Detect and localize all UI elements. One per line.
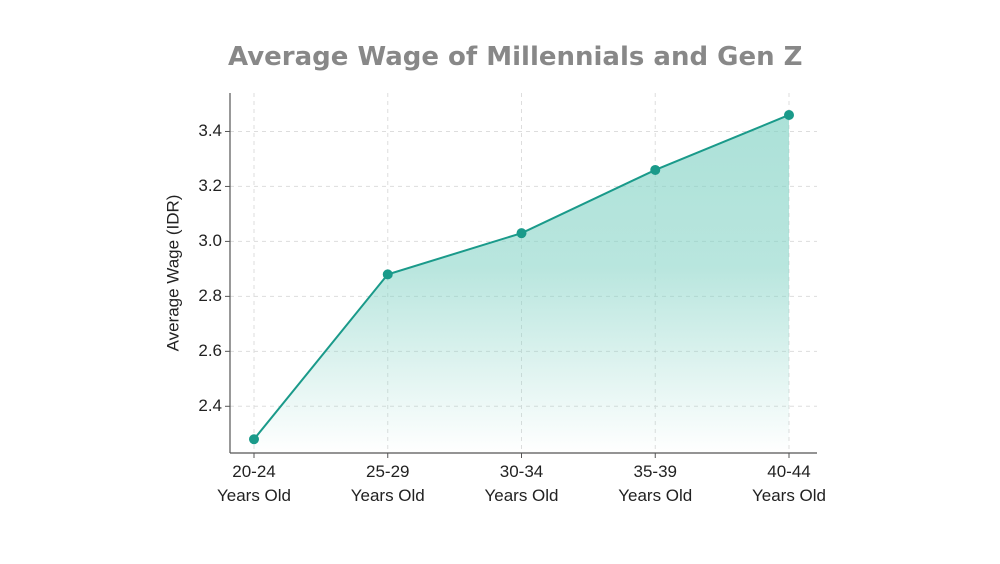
x-tick-label-sub: Years Old — [351, 486, 425, 505]
data-point — [784, 109, 794, 120]
y-tick-label: 2.6 — [198, 341, 222, 360]
area-layer — [254, 114, 789, 453]
x-tick-label: 35-39 — [634, 462, 677, 481]
y-tick-label: 3.4 — [198, 121, 222, 140]
y-tick-label: 2.4 — [198, 396, 222, 415]
chart-title: Average Wage of Millennials and Gen Z — [228, 42, 803, 72]
axes — [225, 93, 817, 458]
x-tick-label-sub: Years Old — [484, 486, 558, 505]
y-tick-label: 3.0 — [198, 231, 222, 250]
data-point — [650, 164, 661, 175]
x-tick-label: 40-44 — [767, 462, 810, 481]
data-point — [516, 228, 527, 239]
data-point — [249, 434, 259, 445]
x-tick-label-sub: Years Old — [752, 486, 826, 505]
x-tick-label: 30-34 — [500, 462, 543, 481]
y-tick-label: 3.2 — [198, 176, 222, 195]
y-axis-label: Average Wage (IDR) — [163, 195, 182, 352]
x-tick-label: 25-29 — [366, 462, 409, 481]
x-tick-label: 20-24 — [232, 462, 275, 481]
data-point — [382, 269, 393, 280]
x-tick-labels: 20-24 Years Old 25-29 Years Old 30-34 Years O… — [217, 462, 826, 505]
y-tick-label: 2.8 — [198, 286, 222, 305]
y-tick-labels: 2.4 2.6 2.8 3.0 3.2 3.4 — [198, 121, 222, 415]
data-points — [249, 109, 794, 445]
x-tick-label-sub: Years Old — [618, 486, 692, 505]
x-tick-label-sub: Years Old — [217, 486, 291, 505]
area-fill — [254, 114, 789, 453]
